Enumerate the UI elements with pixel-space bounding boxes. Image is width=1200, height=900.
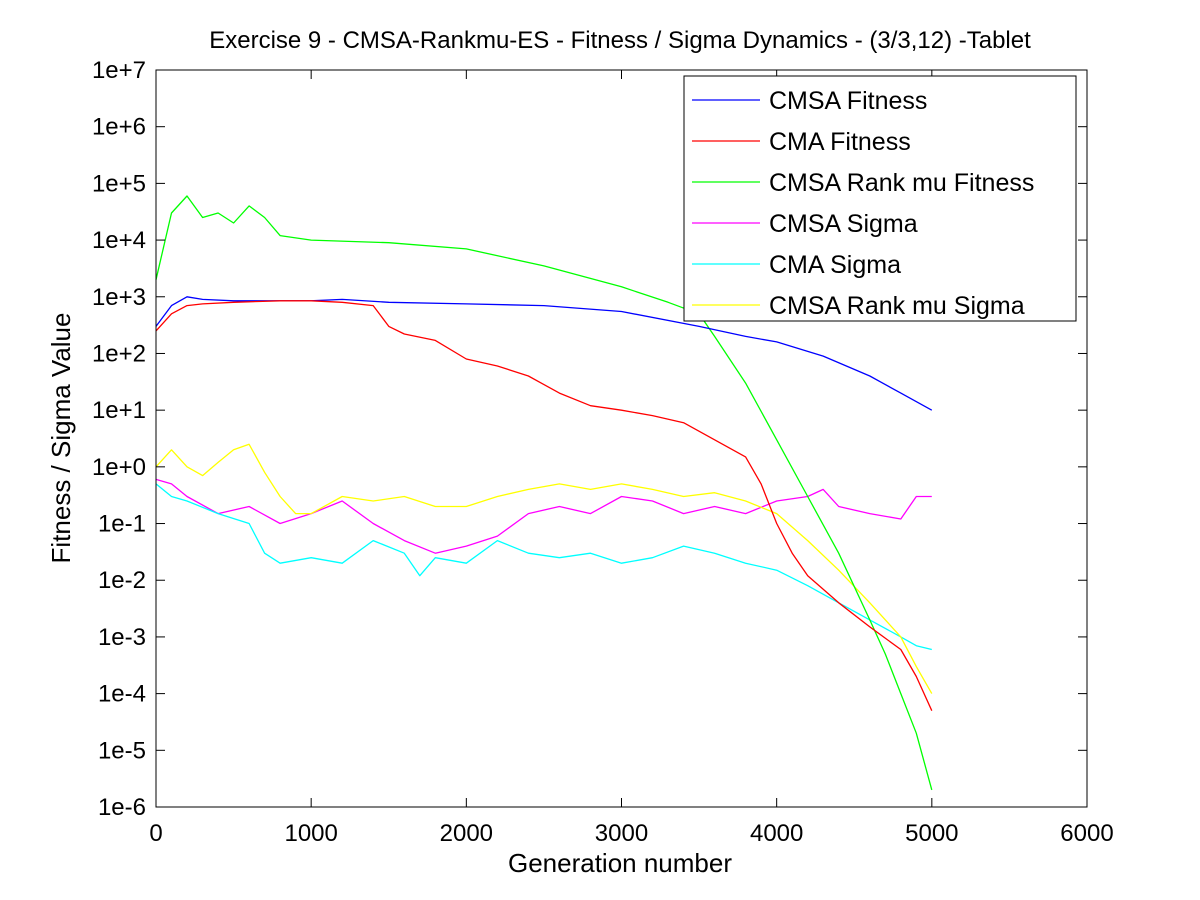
- y-tick-label: 1e-1: [98, 511, 146, 538]
- legend: CMSA Fitness CMA Fitness CMSA Rank mu Fitn…: [683, 75, 1077, 322]
- x-tick-label: 0: [149, 820, 162, 847]
- ticks-layer: 0 1000 2000 3000 4000 5000 6000 1e-6 1e-5 1e-4 1e-…: [92, 57, 1114, 847]
- series-line-cmsa-rank-mu-sigma: [155, 443, 933, 694]
- y-axis-label: Fitness / Sigma Value: [46, 313, 76, 564]
- x-tick-label: 3000: [595, 820, 648, 847]
- y-tick-label: 1e-4: [98, 681, 146, 708]
- y-tick-label: 1e+0: [92, 454, 146, 481]
- legend-label: CMA Fitness: [769, 128, 911, 156]
- y-tick-label: 1e+2: [92, 340, 146, 367]
- x-tick-label: 1000: [284, 820, 337, 847]
- y-tick-label: 1e-5: [98, 737, 146, 764]
- legend-label: CMSA Rank mu Fitness: [769, 169, 1034, 197]
- series-line-cmsa-fitness: [155, 296, 933, 411]
- series-layer: [155, 195, 933, 791]
- x-tick-label: 6000: [1060, 820, 1113, 847]
- y-tick-label: 1e+5: [92, 170, 146, 197]
- legend-label: CMSA Fitness: [769, 87, 927, 115]
- y-tick-label: 1e+4: [92, 227, 146, 254]
- x-tick-label: 2000: [440, 820, 493, 847]
- x-tick-label: 5000: [905, 820, 958, 847]
- legend-label: CMSA Rank mu Sigma: [769, 292, 1025, 320]
- y-tick-label: 1e+6: [92, 114, 146, 141]
- series-line-cmsa-rank-mu-fitness: [155, 195, 933, 791]
- x-axis-label: Generation number: [508, 848, 732, 878]
- legend-label: CMSA Sigma: [769, 210, 918, 238]
- y-tick-label: 1e+1: [92, 397, 146, 424]
- series-line-cmsa-sigma: [155, 478, 932, 554]
- x-tick-label: 4000: [750, 820, 803, 847]
- series-line-cma-sigma: [155, 483, 932, 651]
- legend-label: CMA Sigma: [769, 251, 901, 279]
- legend-box: [683, 75, 1077, 322]
- y-tick-label: 1e+7: [92, 57, 146, 84]
- y-tick-label: 1e-3: [98, 624, 146, 651]
- chart-title: Exercise 9 - CMSA-Rankmu-ES - Fitness / …: [209, 27, 1031, 54]
- y-tick-label: 1e-6: [98, 794, 146, 821]
- y-tick-label: 1e+3: [92, 284, 146, 311]
- series-line-cma-fitness: [155, 300, 933, 711]
- y-tick-label: 1e-2: [98, 567, 146, 594]
